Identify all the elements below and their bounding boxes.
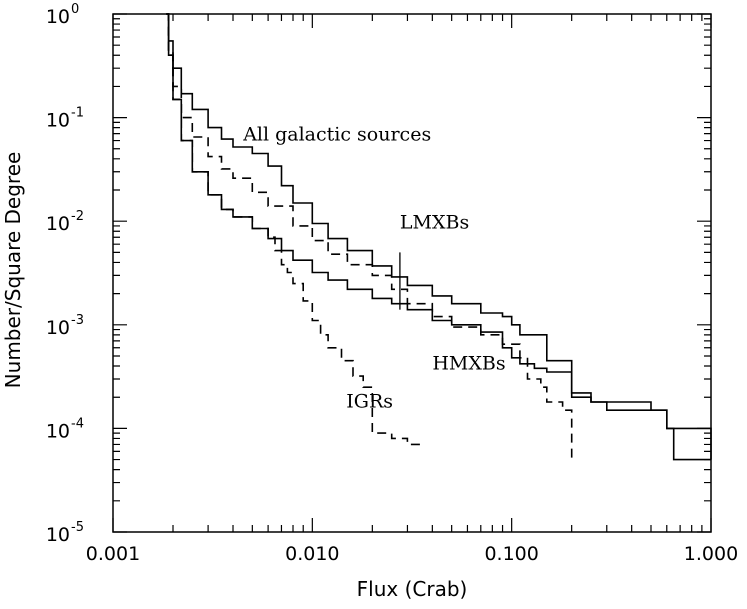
- y-tick-label: 10: [46, 110, 70, 132]
- y-tick-exponent: -5: [71, 520, 84, 535]
- y-tick-label: 10: [46, 317, 70, 339]
- annotation-igrs: IGRs: [346, 390, 393, 412]
- series-line-all-galactic-sources: [166, 13, 711, 461]
- y-tick-label: 10: [46, 524, 70, 546]
- annotation-all-galactic-sources: All galactic sources: [242, 124, 431, 146]
- y-tick-exponent: -1: [71, 106, 84, 121]
- plot-frame-rect: [112, 13, 712, 533]
- y-tick-exponent: -2: [71, 209, 84, 224]
- y-tick-label: 10: [46, 420, 70, 442]
- y-tick-exponent: 0: [71, 2, 79, 17]
- series-line-lmxbs: [166, 13, 573, 460]
- x-tick-label: 1.000: [684, 543, 738, 565]
- plot-frame: [112, 13, 712, 533]
- y-tick-label: 10: [46, 6, 70, 28]
- x-tick-label: 0.010: [285, 543, 339, 565]
- x-tick-label: 0.001: [86, 543, 140, 565]
- annotation-lmxbs: LMXBs: [400, 212, 469, 234]
- series-lines: [166, 13, 712, 461]
- annotation-hmxbs: HMXBs: [432, 353, 505, 375]
- axis-ticks: [112, 13, 712, 533]
- annotations: All galactic sources LMXBs HMXBs IGRs: [242, 124, 505, 413]
- y-axis-title: Number/Square Degree: [1, 152, 25, 389]
- x-tick-label: 0.100: [484, 543, 538, 565]
- y-tick-exponent: -4: [71, 416, 84, 431]
- y-tick-label: 10: [46, 213, 70, 235]
- series-line-hmxbs: [166, 13, 712, 460]
- x-axis-title: Flux (Crab): [357, 577, 468, 601]
- series-line-igrs: [166, 13, 421, 446]
- y-tick-exponent: -3: [71, 313, 84, 328]
